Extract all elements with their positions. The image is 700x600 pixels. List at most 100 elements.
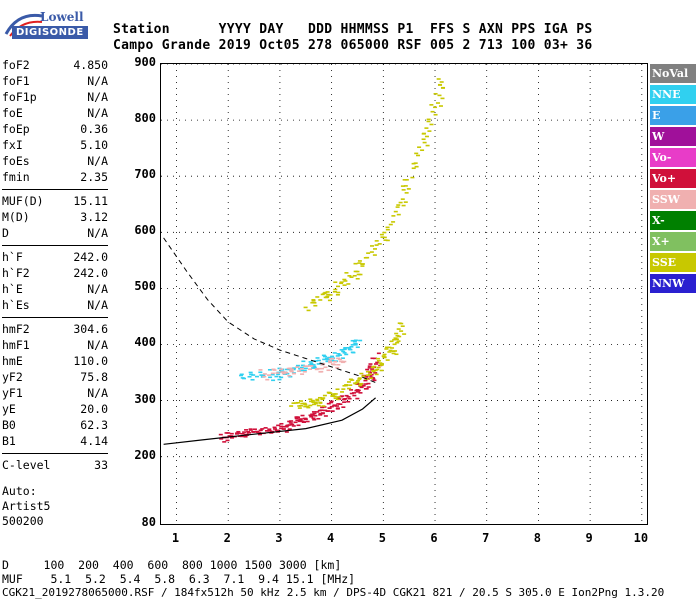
echo-dash xyxy=(411,167,416,170)
echo-dash xyxy=(342,348,347,351)
header-labels: Station YYYY DAY DDD HHMMSS P1 FFS S AXN… xyxy=(113,22,593,37)
echo-dash xyxy=(315,296,320,298)
param-row: yF1 N/A xyxy=(2,386,108,402)
echo-dash xyxy=(401,189,406,191)
echo-dash xyxy=(339,360,344,363)
echo-dash xyxy=(426,118,431,121)
echo-dash xyxy=(218,433,223,436)
echo-dash xyxy=(325,360,330,363)
echo-dash xyxy=(441,86,446,89)
echo-dash xyxy=(327,392,332,394)
echo-dash xyxy=(285,368,290,371)
echo-dash xyxy=(311,401,316,404)
echo-dash xyxy=(289,370,294,373)
echo-dash xyxy=(440,97,445,100)
echo-dash xyxy=(380,236,385,238)
echo-dash xyxy=(316,417,321,420)
echo-dash xyxy=(289,420,294,422)
echo-dash xyxy=(247,375,252,378)
echo-dash xyxy=(320,293,325,296)
echo-dash xyxy=(295,366,300,368)
param-row: B0 62.3 xyxy=(2,418,108,434)
echo-dash xyxy=(330,395,335,397)
echo-dash xyxy=(312,418,317,421)
param-value: 0.36 xyxy=(80,122,108,136)
echo-dash xyxy=(400,325,405,327)
echo-dash xyxy=(365,370,370,373)
echo-dash xyxy=(323,415,328,417)
param-row: h`E N/A xyxy=(2,282,108,298)
echo-dash xyxy=(352,392,357,394)
echo-dash xyxy=(290,368,295,371)
param-value: N/A xyxy=(87,226,108,240)
echo-dash xyxy=(330,359,335,362)
echo-dash xyxy=(414,152,419,155)
echo-dash xyxy=(353,262,358,265)
echo-dash xyxy=(392,343,397,346)
echo-dash xyxy=(298,419,303,421)
echo-dash xyxy=(373,369,378,372)
echo-dash xyxy=(323,366,328,369)
legend-item-nne: NNE xyxy=(650,85,696,104)
echo-dash xyxy=(379,233,384,236)
echo-dash xyxy=(289,405,294,407)
echo-dash xyxy=(277,378,282,381)
echo-dash xyxy=(421,132,426,135)
param-row: h`Es N/A xyxy=(2,298,108,314)
echo-dash xyxy=(436,78,441,80)
echo-dash xyxy=(311,411,316,413)
echo-dash xyxy=(240,377,245,379)
legend-item-x-: X- xyxy=(650,211,696,230)
echo-dash xyxy=(284,431,289,433)
echo-dash xyxy=(279,368,284,370)
echo-dash xyxy=(433,113,438,116)
echo-dash xyxy=(433,92,438,95)
echo-dash xyxy=(293,421,298,424)
param-value: 304.6 xyxy=(73,322,108,336)
echo-dash xyxy=(360,265,365,267)
param-value: 62.3 xyxy=(80,418,108,432)
echo-dash xyxy=(309,362,314,365)
echo-dash xyxy=(330,357,335,360)
param-separator xyxy=(2,245,108,246)
echo-dash xyxy=(302,370,307,373)
echo-dash xyxy=(400,185,405,187)
echo-dash xyxy=(382,353,387,356)
echo-dash xyxy=(302,369,307,372)
param-row: foEp 0.36 xyxy=(2,122,108,138)
echo-dash xyxy=(246,430,251,433)
echo-dash xyxy=(350,344,355,346)
echo-dash xyxy=(403,185,408,187)
echo-dash xyxy=(279,427,284,430)
echo-dash xyxy=(425,144,430,147)
x-tick-label: 6 xyxy=(430,531,438,545)
echo-dash xyxy=(333,360,338,363)
echo-dash xyxy=(366,386,371,388)
echo-dash xyxy=(265,430,270,432)
echo-dash xyxy=(374,373,379,376)
echo-dash xyxy=(385,228,390,231)
scaled-parameters-panel: foF2 4.850 foF1 N/A foF1p N/A foE N/A foEp 0.36 fx… xyxy=(2,58,108,474)
echo-dash xyxy=(379,364,384,366)
echo-dash xyxy=(321,354,326,357)
echo-dash xyxy=(332,405,337,407)
echo-dash xyxy=(355,270,360,273)
echo-dash xyxy=(315,398,320,401)
echo-dash xyxy=(427,130,432,132)
param-row: hmE 110.0 xyxy=(2,354,108,370)
echo-dash xyxy=(346,283,351,285)
echo-dash xyxy=(374,244,379,246)
echo-dash xyxy=(328,360,333,362)
echo-dash xyxy=(227,435,232,437)
echo-dash xyxy=(335,398,340,401)
auto-version: 500200 xyxy=(2,514,44,528)
param-value: 2.35 xyxy=(80,170,108,184)
echo-dash xyxy=(336,357,341,360)
header-values: Campo Grande 2019 Oct05 278 065000 RSF 0… xyxy=(113,38,593,53)
param-key: M(D) xyxy=(2,210,30,224)
echo-dash xyxy=(327,299,332,302)
echo-dash xyxy=(411,162,416,165)
x-tick-label: 1 xyxy=(171,531,180,545)
param-value: N/A xyxy=(87,90,108,104)
echo-dash xyxy=(367,365,372,367)
